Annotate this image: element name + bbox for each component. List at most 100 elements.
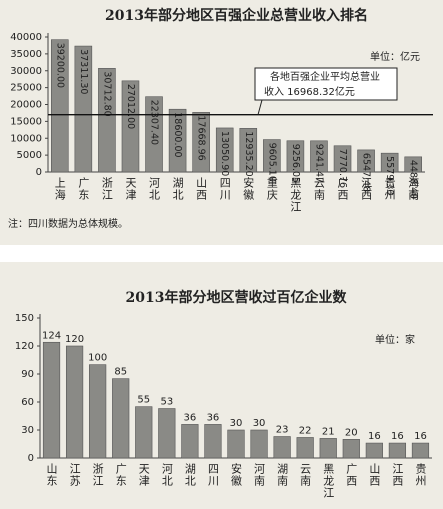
x-tick-label: 广东 (77, 177, 90, 201)
bar (404, 156, 423, 173)
x-tick-label: 贵州 (414, 463, 427, 487)
y-tick-label: 120 (15, 341, 34, 352)
bar (263, 139, 281, 173)
y-tick-label: 30 (21, 425, 34, 436)
value-label: 27012.00 (125, 84, 136, 129)
y-tick-label: 40000 (10, 32, 42, 43)
x-tick-label: 重庆 (265, 176, 278, 201)
y-tick-label: 0 (36, 167, 42, 178)
value-label: 120 (65, 334, 84, 345)
x-tick-label: 黑龙江 (289, 177, 302, 213)
value-label: 22 (299, 425, 312, 436)
bar (239, 128, 258, 173)
value-label: 100 (88, 353, 107, 364)
value-label: 4488.40 (408, 160, 419, 199)
bar (273, 436, 291, 459)
annotation: 收入 16968.32亿元 (264, 85, 355, 98)
x-tick-label: 海南 (407, 176, 420, 201)
value-label: 6547.48 (361, 153, 372, 192)
x-tick-label: 天津 (124, 177, 137, 201)
x-tick-label: 安徽 (230, 462, 243, 487)
y-tick-label: 150 (15, 313, 34, 324)
bar (42, 341, 61, 459)
bar (65, 345, 84, 459)
bar (50, 39, 69, 173)
bar (296, 437, 314, 459)
value-label: 16 (391, 431, 404, 442)
bar (98, 68, 116, 173)
value-label: 30712.80 (101, 71, 112, 116)
value-label: 21 (322, 426, 335, 437)
value-label: 55 (137, 395, 150, 406)
value-label: 37311.30 (78, 49, 89, 94)
bar (74, 45, 93, 173)
y-tick-label: 35000 (10, 49, 42, 60)
x-tick-label: 广西 (336, 177, 349, 201)
x-tick-label: 四川 (206, 463, 219, 487)
y-tick-label: 10000 (10, 133, 42, 144)
value-label: 36 (207, 412, 220, 423)
value-label: 85 (114, 367, 127, 378)
value-label: 30 (230, 418, 243, 429)
value-label: 53 (160, 397, 173, 408)
value-label: 30 (253, 418, 266, 429)
x-tick-label: 天津 (137, 463, 150, 487)
bar (181, 424, 199, 459)
x-tick-label: 河南 (253, 463, 266, 487)
x-tick-label: 河北 (160, 463, 173, 487)
x-tick-label: 山东 (45, 463, 58, 487)
bar (357, 149, 375, 173)
value-label: 13050.90 (219, 131, 230, 176)
value-label: 16 (368, 431, 381, 442)
bar (168, 108, 187, 173)
bar (215, 127, 234, 173)
value-label: 5579.30 (384, 156, 395, 195)
bar (342, 439, 360, 459)
bar (380, 152, 399, 173)
bar (411, 442, 430, 459)
value-label: 12935.20 (243, 131, 254, 176)
y-tick-label: 15000 (10, 116, 42, 127)
y-tick-label: 0 (28, 453, 34, 464)
unit-label: 单位：家 (375, 333, 415, 346)
bar (365, 442, 383, 459)
bar (286, 140, 305, 173)
value-label: 18600.00 (172, 112, 183, 157)
y-tick-label: 25000 (10, 83, 42, 94)
x-tick-label: 河北 (148, 177, 161, 201)
x-tick-label: 安徽 (242, 176, 255, 201)
value-label: 39200.00 (54, 43, 65, 88)
bar (333, 145, 352, 173)
bar (158, 408, 176, 459)
annotation: 各地百强企业平均总营业 (270, 70, 380, 83)
y-tick-label: 20000 (10, 100, 42, 111)
x-tick-label: 浙江 (91, 463, 104, 487)
bar (121, 80, 140, 173)
bar (250, 429, 268, 459)
bar (388, 442, 407, 459)
bar (310, 140, 328, 173)
x-tick-label: 江西 (391, 463, 404, 487)
x-tick-label: 山西 (368, 463, 381, 487)
bar (204, 424, 222, 459)
value-label: 36 (184, 412, 197, 423)
y-tick-label: 90 (21, 369, 34, 380)
bar (145, 96, 163, 173)
value-label: 7770.76 (337, 149, 348, 188)
x-tick-label: 湖北 (171, 177, 184, 201)
chart-title: 2013年部分地区百强企业总营业收入排名 (105, 7, 368, 24)
x-tick-label: 云南 (299, 463, 312, 487)
unit-label: 单位：亿元 (370, 50, 420, 63)
annotation-pointer (257, 99, 263, 115)
x-tick-label: 湖南 (276, 463, 289, 487)
bar (112, 378, 130, 459)
note: 注：四川数据为总体规模。 (8, 217, 128, 230)
value-label: 124 (42, 330, 61, 341)
x-tick-label: 贵州 (383, 177, 396, 201)
y-tick-label: 30000 (10, 66, 42, 77)
annotation-box (254, 67, 398, 101)
bar (192, 112, 210, 173)
x-tick-label: 广东 (114, 463, 127, 487)
